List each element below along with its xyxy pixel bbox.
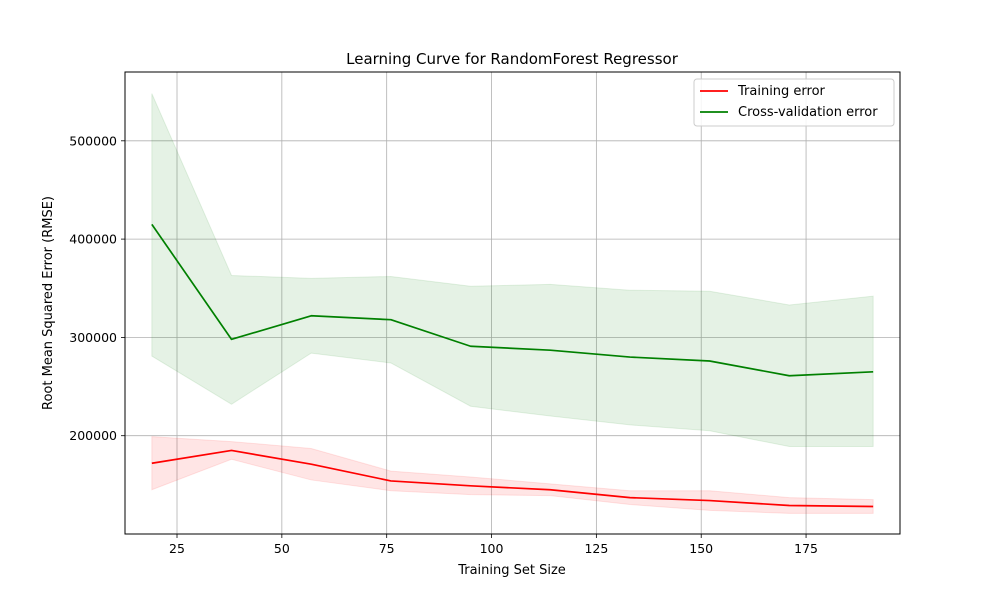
x-tick-label: 100 [480,541,504,556]
x-axis-label: Training Set Size [457,563,566,578]
x-tick-label: 125 [584,541,608,556]
plot-area-frame [124,71,901,535]
series-line-training [151,449,874,508]
legend-label-cv: Cross-validation error [738,105,878,120]
x-tick-label: 150 [689,541,713,556]
series-line-cv [151,223,874,377]
error-band-training [151,436,874,514]
y-tick-label: 400000 [69,232,117,247]
x-tick-label: 175 [794,541,818,556]
chart-title: Learning Curve for RandomForest Regresso… [346,50,679,68]
legend: Training error Cross-validation error [693,78,895,127]
x-tick-label: 75 [379,541,395,556]
legend-label-training: Training error [737,84,826,99]
y-tick-label: 300000 [69,330,117,345]
x-axis-ticks: 25 50 75 100 125 150 175 [169,534,818,556]
x-tick-label: 25 [169,541,185,556]
legend-box [693,78,895,127]
error-band-cv [151,93,874,448]
y-axis-ticks: 200000 300000 400000 500000 [69,133,125,443]
error-bands [151,93,874,514]
grid-lines [125,72,900,534]
y-axis-label: Root Mean Squared Error (RMSE) [41,196,56,410]
y-tick-label: 500000 [69,133,117,148]
series-lines [151,223,874,508]
y-tick-label: 200000 [69,428,117,443]
x-tick-label: 50 [274,541,290,556]
